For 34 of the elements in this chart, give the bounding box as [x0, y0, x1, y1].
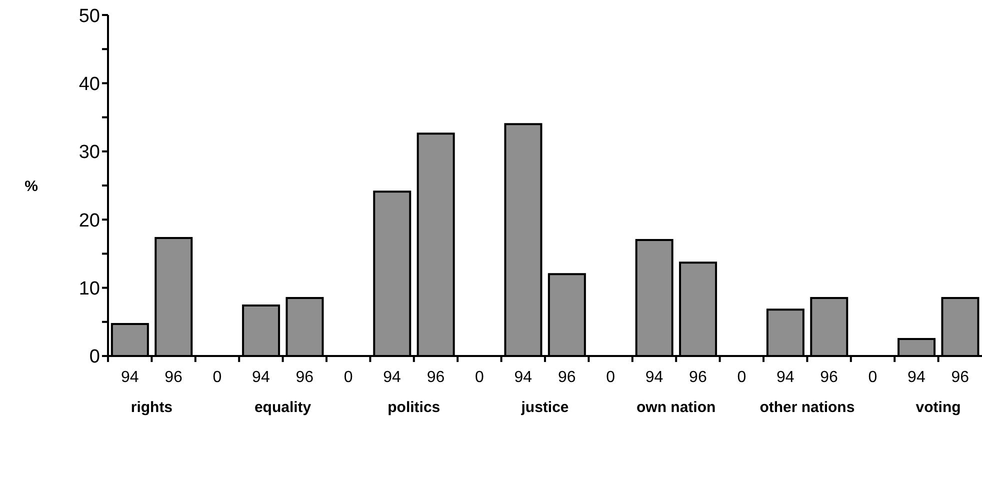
x-tick-label: 0 [474, 369, 484, 386]
x-tick-label: 96 [164, 369, 183, 386]
text: rights [130, 399, 173, 416]
x-tick-label: 94 [908, 369, 926, 386]
y-tick-label: 0 [89, 346, 100, 368]
text: other nations [760, 399, 855, 416]
x-tick-label: 94 [120, 369, 139, 386]
y-tick-label: 10 [78, 278, 100, 300]
y-tick-label: 50 [78, 6, 100, 27]
text: politics [388, 399, 440, 416]
x-tick-label: 0 [212, 369, 222, 386]
x-tick-label: 96 [689, 369, 707, 386]
y-axis-title: % [24, 178, 38, 195]
x-tick-label: 0 [344, 369, 353, 386]
x-tick-label: 96 [951, 369, 970, 386]
y-tick-label: 30 [78, 142, 100, 164]
text: own nation [636, 399, 716, 416]
x-tick-label: 96 [820, 369, 838, 386]
x-tick-label: 0 [606, 369, 616, 386]
x-tick-label: 94 [514, 369, 532, 386]
x-tick-label: 0 [737, 369, 746, 386]
x-tick-label: 94 [383, 369, 402, 386]
y-tick-label: 40 [78, 74, 100, 95]
x-tick-label: 0 [868, 369, 878, 386]
text: justice [520, 399, 569, 416]
x-tick-label: 94 [252, 369, 270, 386]
x-tick-label: 96 [426, 369, 445, 386]
text: voting [916, 399, 961, 416]
x-tick-label: 94 [645, 369, 664, 386]
x-tick-label: 96 [558, 369, 576, 386]
x-tick-label: 96 [296, 369, 314, 386]
x-tick-label: 94 [776, 369, 794, 386]
y-tick-label: 20 [78, 210, 100, 232]
text: equality [254, 399, 312, 416]
